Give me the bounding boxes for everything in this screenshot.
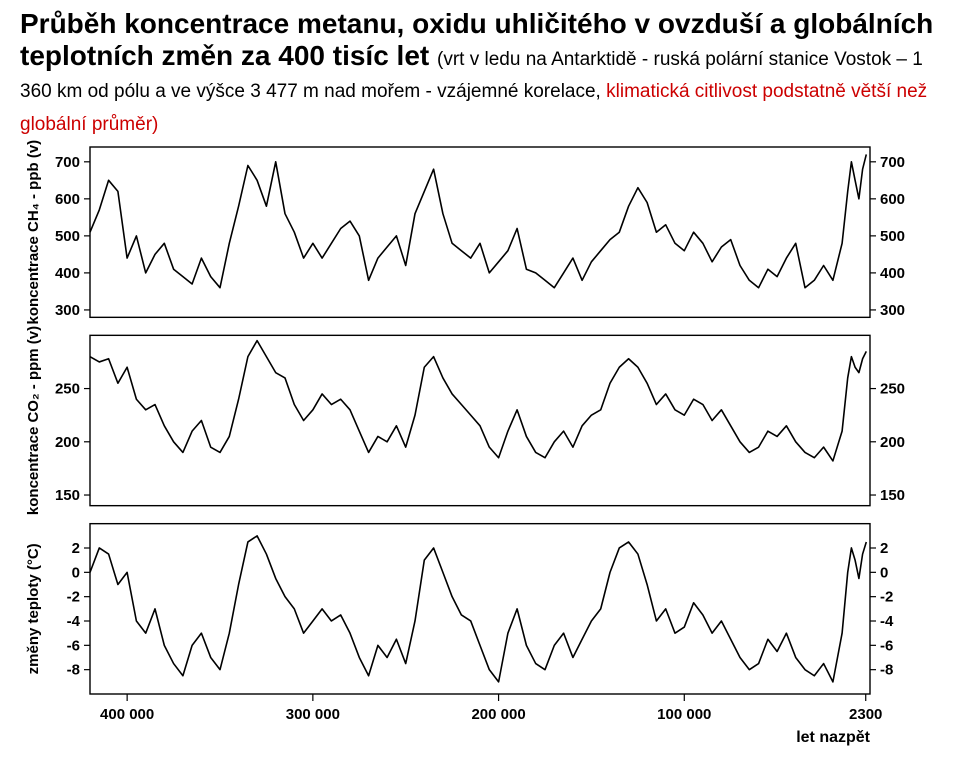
svg-text:2: 2	[72, 540, 80, 557]
svg-text:-6: -6	[67, 637, 80, 654]
svg-text:0: 0	[72, 564, 80, 581]
svg-text:100 000: 100 000	[657, 706, 711, 723]
svg-text:2300: 2300	[849, 706, 882, 723]
svg-text:200: 200	[880, 434, 905, 451]
svg-text:700: 700	[880, 154, 905, 171]
svg-text:300: 300	[880, 302, 905, 319]
panel-co2: 150 150 200 200 250 250 koncentrace CO₂ - ppm …	[25, 326, 905, 515]
svg-text:200 000: 200 000	[471, 706, 525, 723]
svg-text:300 000: 300 000	[286, 706, 340, 723]
svg-text:-4: -4	[880, 613, 894, 630]
svg-text:-8: -8	[67, 661, 80, 678]
svg-text:koncentrace CO₂ - ppm (v): koncentrace CO₂ - ppm (v)	[25, 326, 42, 515]
svg-text:-4: -4	[67, 613, 81, 630]
svg-text:let nazpět: let nazpět	[796, 729, 870, 746]
svg-text:0: 0	[880, 564, 888, 581]
svg-text:600: 600	[55, 191, 80, 208]
svg-text:700: 700	[55, 154, 80, 171]
svg-text:-8: -8	[880, 661, 893, 678]
svg-text:600: 600	[880, 191, 905, 208]
svg-text:-6: -6	[880, 637, 893, 654]
svg-text:500: 500	[55, 228, 80, 245]
svg-text:250: 250	[55, 380, 80, 397]
svg-text:400 000: 400 000	[100, 706, 154, 723]
vostok-chart: 300 300 400 400 500 500 600 600 700 700 koncentrac…	[20, 137, 940, 749]
svg-text:400: 400	[880, 265, 905, 282]
svg-text:změny teploty (°C): změny teploty (°C)	[25, 543, 42, 674]
svg-text:500: 500	[880, 228, 905, 245]
panel-ch4: 300 300 400 400 500 500 600 600 700 700 koncentrac…	[25, 140, 905, 325]
svg-text:150: 150	[880, 487, 905, 504]
svg-text:150: 150	[55, 487, 80, 504]
svg-text:200: 200	[55, 434, 80, 451]
svg-text:koncentrace CH₄ - ppb (v): koncentrace CH₄ - ppb (v)	[25, 140, 42, 325]
svg-text:300: 300	[55, 302, 80, 319]
svg-text:-2: -2	[880, 588, 893, 605]
panel-temp: -8 -8 -6 -6 -4 -4 -2 -2 0 0 2 2 změny teploty (°C)	[25, 523, 894, 693]
svg-text:400: 400	[55, 265, 80, 282]
svg-text:-2: -2	[67, 588, 80, 605]
svg-text:250: 250	[880, 380, 905, 397]
svg-text:2: 2	[880, 540, 888, 557]
